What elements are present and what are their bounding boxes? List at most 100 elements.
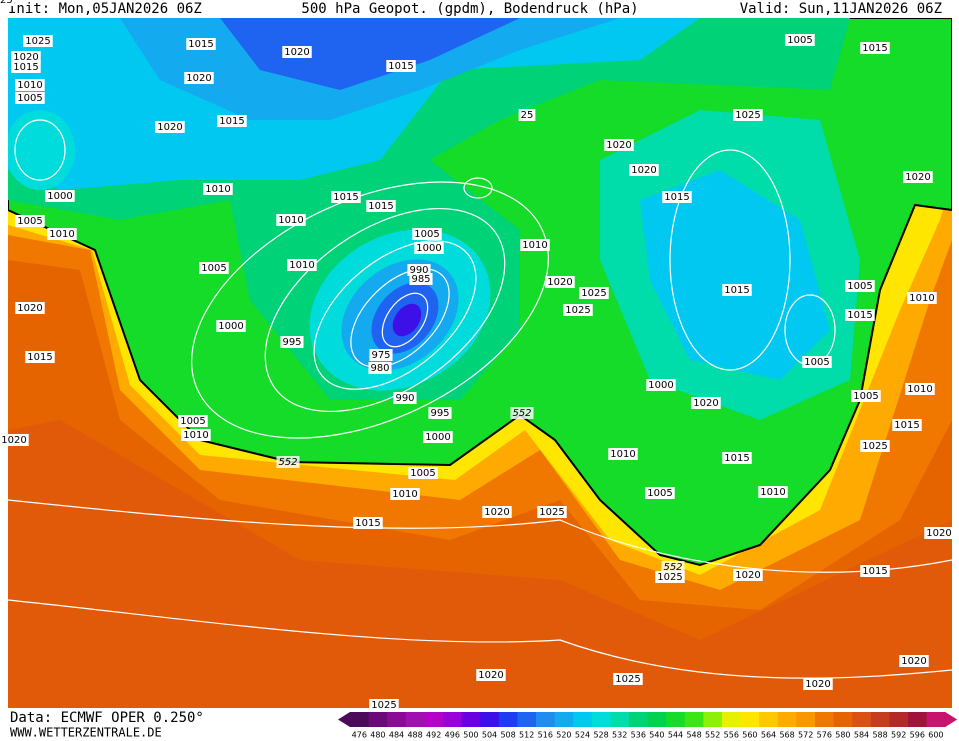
legend-swatch bbox=[740, 712, 760, 727]
isobar-label: 990 bbox=[393, 392, 417, 404]
isobar-label: 1015 bbox=[25, 351, 55, 363]
map bbox=[8, 18, 952, 708]
legend-swatch bbox=[684, 712, 704, 727]
legend-label: 540 bbox=[649, 731, 664, 740]
label-box bbox=[47, 228, 77, 240]
label-text: 990 bbox=[395, 393, 414, 404]
legend-label: 476 bbox=[352, 731, 367, 740]
label-text: 1005 bbox=[787, 35, 812, 46]
label-box bbox=[563, 304, 593, 316]
label-box bbox=[15, 302, 45, 314]
label-box bbox=[510, 407, 534, 419]
label-text: 1020 bbox=[926, 528, 951, 539]
label-text: 1000 bbox=[425, 432, 450, 443]
label-text: 1020 bbox=[13, 52, 38, 63]
label-text: 1015 bbox=[27, 352, 52, 363]
label-box bbox=[0, 434, 29, 446]
legend-swatch bbox=[722, 712, 742, 727]
label-text: 1025 bbox=[657, 572, 682, 583]
label-box bbox=[428, 407, 452, 419]
label-box bbox=[217, 115, 247, 127]
isobar-label: 1005 bbox=[15, 215, 45, 227]
map-title: 500 hPa Geopot. (gpdm), Bodendruck (hPa) bbox=[301, 1, 638, 17]
label-text: 552 bbox=[278, 457, 297, 468]
label-text: 552 bbox=[663, 562, 682, 573]
label-box bbox=[733, 109, 763, 121]
legend-label: 488 bbox=[407, 731, 422, 740]
label-box bbox=[476, 669, 506, 681]
legend-label: 480 bbox=[370, 731, 385, 740]
label-box bbox=[860, 565, 890, 577]
isobar-label: 1020 bbox=[803, 678, 833, 690]
label-text: 1010 bbox=[205, 184, 230, 195]
label-box bbox=[276, 214, 306, 226]
label-text: 1020 bbox=[547, 277, 572, 288]
isobar-label: 1010 bbox=[905, 383, 935, 395]
isobar-label: 1005 bbox=[851, 390, 881, 402]
legend-swatch bbox=[610, 712, 630, 727]
label-text: 1025 bbox=[371, 700, 396, 711]
isobar-label: 1005 bbox=[845, 280, 875, 292]
label-text: 1005 bbox=[847, 281, 872, 292]
label-box bbox=[353, 517, 383, 529]
isobar-label: 1020 bbox=[629, 164, 659, 176]
label-text: 1005 bbox=[201, 263, 226, 274]
isobar-label: 1010 bbox=[276, 214, 306, 226]
label-box bbox=[860, 42, 890, 54]
label-text: 1015 bbox=[368, 201, 393, 212]
label-box bbox=[15, 79, 45, 91]
label-text: 1015 bbox=[862, 566, 887, 577]
label-box bbox=[899, 655, 929, 667]
legend-swatch bbox=[368, 712, 388, 727]
isobar-label: 1025 bbox=[733, 109, 763, 121]
label-text: 985 bbox=[411, 274, 430, 285]
legend-arrow bbox=[945, 712, 958, 727]
isobar-label: 1020 bbox=[733, 569, 763, 581]
isobar-label: 1020 bbox=[545, 276, 575, 288]
isobar-label: 552 bbox=[661, 561, 685, 573]
label-box bbox=[646, 379, 676, 391]
label-box bbox=[186, 38, 216, 50]
isobar-label: 1025 bbox=[579, 287, 609, 299]
label-box bbox=[613, 673, 643, 685]
isobar-label: 1010 bbox=[47, 228, 77, 240]
label-box bbox=[178, 415, 208, 427]
isobar-label: 985 bbox=[409, 273, 433, 285]
label-box bbox=[276, 456, 300, 468]
isobar-label: 1015 bbox=[860, 565, 890, 577]
label-text: 552 bbox=[512, 408, 531, 419]
legend-swatch bbox=[833, 712, 853, 727]
isobar-label: 1015 bbox=[217, 115, 247, 127]
label-box bbox=[0, 0, 15, 6]
label-text: 1015 bbox=[355, 518, 380, 529]
label-box bbox=[199, 262, 229, 274]
legend-swatch bbox=[517, 712, 537, 727]
isobar-label: 1015 bbox=[186, 38, 216, 50]
label-box bbox=[155, 121, 185, 133]
label-text: 1015 bbox=[188, 39, 213, 50]
label-text: 1025 bbox=[25, 36, 50, 47]
legend-swatch bbox=[443, 712, 463, 727]
label-box bbox=[15, 92, 45, 104]
label-box bbox=[537, 506, 567, 518]
legend-swatch bbox=[629, 712, 649, 727]
isobar-label: 1015 bbox=[892, 419, 922, 431]
label-box bbox=[655, 571, 685, 583]
label-box bbox=[851, 390, 881, 402]
legend-swatch bbox=[591, 712, 611, 727]
label-box bbox=[579, 287, 609, 299]
label-text: 1000 bbox=[47, 191, 72, 202]
legend-label: 484 bbox=[389, 731, 404, 740]
isobar-label: 1020 bbox=[0, 434, 29, 446]
isobar-label: 1010 bbox=[181, 429, 211, 441]
init-text: Init: Mon,05JAN2026 06Z bbox=[8, 1, 202, 17]
isobar-label: 1005 bbox=[412, 228, 442, 240]
legend-label: 552 bbox=[705, 731, 720, 740]
isobar-label: 1010 bbox=[287, 259, 317, 271]
legend-swatch bbox=[666, 712, 686, 727]
label-text: 1025 bbox=[615, 674, 640, 685]
label-text: 1005 bbox=[804, 357, 829, 368]
label-text: 1020 bbox=[631, 165, 656, 176]
label-box bbox=[368, 362, 392, 374]
